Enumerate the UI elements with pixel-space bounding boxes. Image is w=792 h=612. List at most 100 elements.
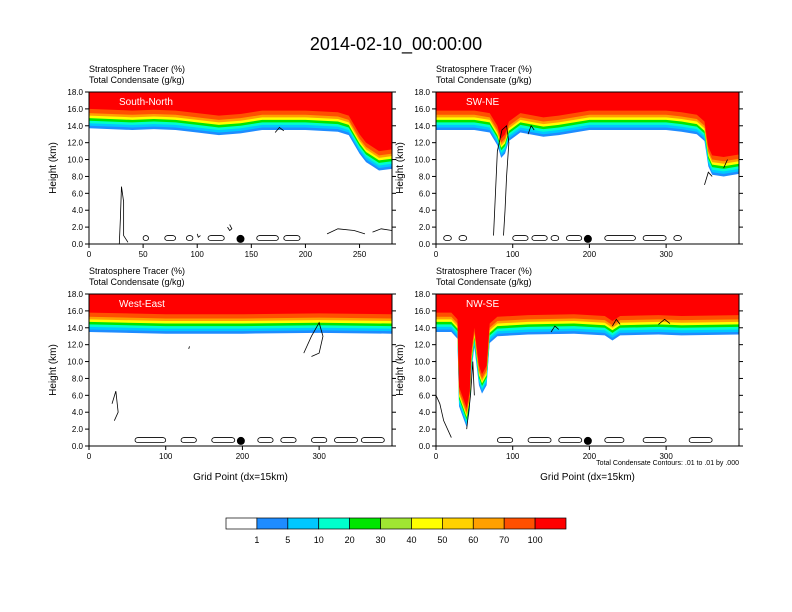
y-tick-label: 6.0 bbox=[419, 189, 431, 198]
condensate-contour bbox=[527, 124, 535, 135]
tracer-band bbox=[89, 92, 392, 152]
y-tick-label: 6.0 bbox=[72, 189, 84, 198]
condensate-blob bbox=[566, 235, 583, 242]
colorbar-label: 10 bbox=[314, 535, 324, 545]
y-tick-label: 18.0 bbox=[67, 290, 83, 299]
condensate-contour bbox=[372, 228, 392, 233]
condensate-blob bbox=[142, 235, 149, 242]
tracer-field bbox=[436, 92, 739, 242]
condensate-contour bbox=[436, 395, 452, 438]
x-tick-label: 100 bbox=[159, 452, 173, 461]
colorbar-swatch bbox=[503, 517, 536, 530]
tracer-top bbox=[89, 294, 392, 303]
condensate-blob bbox=[207, 235, 225, 242]
condensate-blob bbox=[334, 437, 358, 444]
condensate-blob bbox=[688, 437, 713, 444]
colorbar-swatch bbox=[380, 517, 412, 530]
tracer-top bbox=[436, 92, 739, 101]
x-tick-label: 0 bbox=[87, 452, 92, 461]
panel-west-east: 0.0 2.0 4.0 6.0 8.0 10.0 12.0 14.0 16.0 18.0 0 100 2… bbox=[48, 266, 396, 483]
y-tick-label: 14.0 bbox=[67, 122, 83, 131]
y-tick-label: 6.0 bbox=[419, 391, 431, 400]
y-tick-label: 12.0 bbox=[67, 139, 83, 148]
condensate-contour bbox=[118, 186, 129, 244]
panel-south-north: 0.0 2.0 4.0 6.0 8.0 10.0 12.0 14.0 16.0 18.0 0 50 10… bbox=[48, 64, 396, 259]
y-tick-label: 12.0 bbox=[414, 139, 430, 148]
x-tick-label: 200 bbox=[583, 452, 597, 461]
location-marker bbox=[236, 234, 245, 243]
y-tick-label: 14.0 bbox=[414, 122, 430, 131]
y-tick-label: 10.0 bbox=[414, 358, 430, 367]
panel-header-tracer: Stratosphere Tracer (%) bbox=[89, 266, 185, 276]
condensate-blob bbox=[134, 437, 167, 444]
condensate-blob bbox=[604, 437, 625, 444]
colorbar-label: 50 bbox=[437, 535, 447, 545]
x-axis-label: Grid Point (dx=15km) bbox=[540, 472, 635, 483]
condensate-blob bbox=[283, 235, 301, 242]
y-tick-label: 2.0 bbox=[72, 223, 84, 232]
main-title: 2014-02-10_00:00:00 bbox=[310, 34, 482, 55]
y-tick-label: 8.0 bbox=[72, 374, 84, 383]
panel-sw-ne: 0.0 2.0 4.0 6.0 8.0 10.0 12.0 14.0 16.0 18.0 0 100 2… bbox=[395, 64, 743, 259]
location-marker bbox=[583, 436, 592, 445]
colorbar-label: 70 bbox=[499, 535, 509, 545]
colorbar-label: 40 bbox=[406, 535, 416, 545]
condensate-contour bbox=[274, 126, 285, 133]
y-tick-label: 14.0 bbox=[67, 324, 83, 333]
y-axis-label: Height (km) bbox=[48, 142, 59, 194]
colorbar-swatch bbox=[225, 517, 258, 530]
panels: 0.0 2.0 4.0 6.0 8.0 10.0 12.0 14.0 16.0 18.0 0 50 10… bbox=[48, 64, 743, 483]
panel-header-condensate: Total Condensate (g/kg) bbox=[436, 75, 532, 85]
y-tick-label: 8.0 bbox=[72, 172, 84, 181]
condensate-blob bbox=[527, 437, 552, 444]
y-tick-label: 8.0 bbox=[419, 172, 431, 181]
colorbar-swatch bbox=[472, 517, 505, 530]
colorbar-label: 60 bbox=[468, 535, 478, 545]
y-tick-label: 18.0 bbox=[414, 290, 430, 299]
colorbar-swatch bbox=[287, 517, 320, 530]
tracer-band bbox=[436, 92, 739, 158]
condensate-blob bbox=[443, 235, 452, 242]
tracer-field bbox=[89, 92, 392, 244]
condensate-blob bbox=[180, 437, 197, 444]
condensate-blob bbox=[257, 437, 274, 444]
tracer-field bbox=[436, 294, 739, 444]
x-tick-label: 100 bbox=[506, 250, 520, 259]
y-axis-label: Height (km) bbox=[395, 344, 406, 396]
x-tick-label: 300 bbox=[312, 452, 326, 461]
x-tick-label: 0 bbox=[87, 250, 92, 259]
colorbar: 1 5 10 20 30 40 50 60 70 100 bbox=[225, 517, 567, 545]
tracer-top bbox=[89, 92, 392, 101]
x-tick-label: 100 bbox=[506, 452, 520, 461]
panel-label: West-East bbox=[119, 299, 165, 310]
condensate-blob bbox=[604, 235, 636, 242]
colorbar-swatch bbox=[534, 517, 567, 530]
y-tick-label: 2.0 bbox=[419, 425, 431, 434]
condensate-contour bbox=[466, 361, 475, 430]
condensate-blob bbox=[531, 235, 548, 242]
x-tick-label: 200 bbox=[236, 452, 250, 461]
condensate-contour bbox=[704, 171, 713, 186]
tracer-top bbox=[436, 294, 739, 303]
condensate-contour bbox=[723, 159, 728, 169]
condensate-blob bbox=[211, 437, 236, 444]
plot-frame bbox=[88, 293, 393, 447]
x-tick-label: 0 bbox=[434, 452, 439, 461]
condensate-blob bbox=[164, 235, 176, 242]
tracer-field bbox=[89, 294, 392, 444]
y-tick-label: 16.0 bbox=[414, 307, 430, 316]
condensate-contour bbox=[658, 318, 671, 325]
colorbar-swatch bbox=[411, 517, 443, 530]
plot-frame bbox=[435, 91, 740, 245]
colorbar-label: 5 bbox=[285, 535, 290, 545]
condensate-contour bbox=[111, 390, 119, 421]
y-tick-label: 4.0 bbox=[72, 206, 84, 215]
y-tick-label: 16.0 bbox=[414, 105, 430, 114]
plot-frame bbox=[435, 293, 740, 447]
condensate-blob bbox=[458, 235, 468, 242]
x-axis-label: Grid Point (dx=15km) bbox=[193, 472, 288, 483]
location-marker bbox=[583, 234, 592, 243]
contour-footnote: Total Condensate Contours: .01 to .01 by… bbox=[596, 460, 739, 467]
condensate-contour bbox=[550, 325, 559, 333]
